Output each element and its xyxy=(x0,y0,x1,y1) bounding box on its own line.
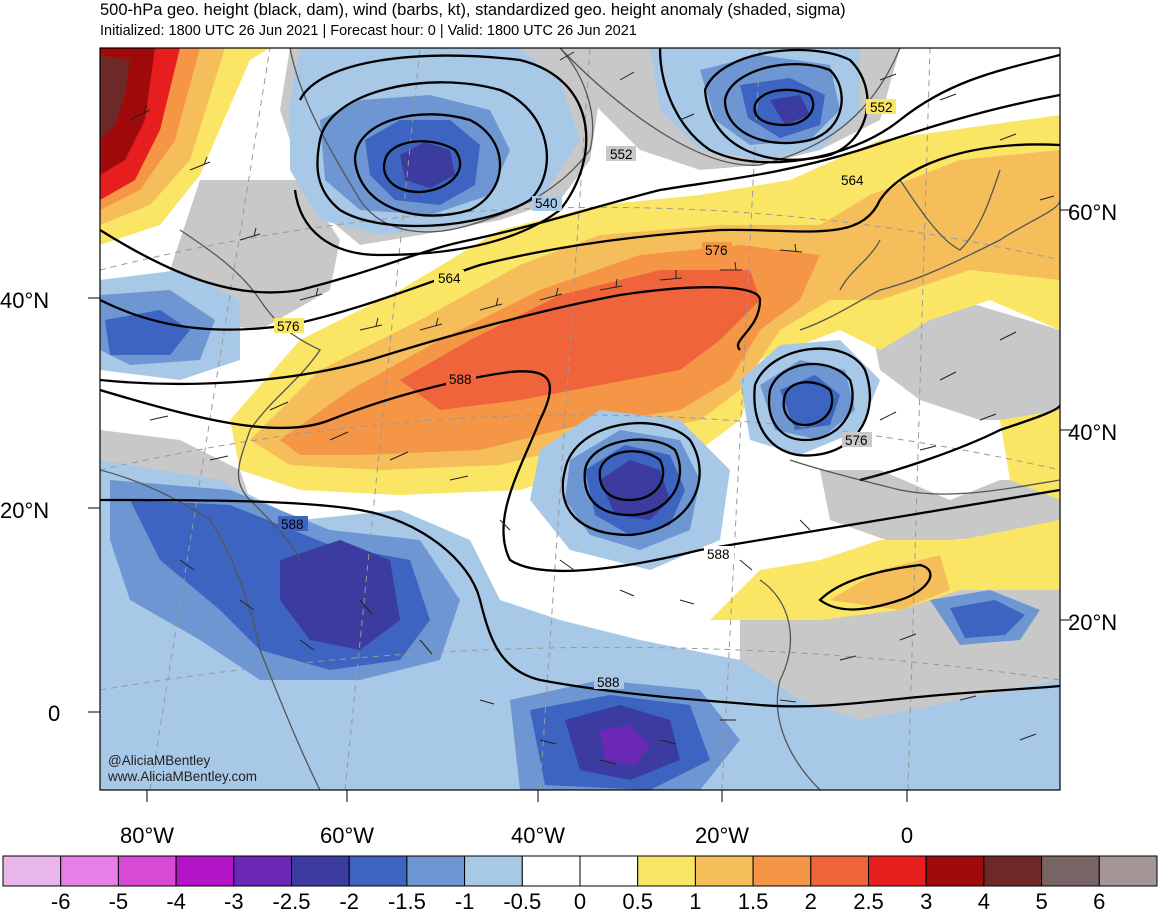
coastlines xyxy=(100,48,1060,790)
lon-label-20w: 20°W xyxy=(695,823,749,848)
colorbar-label: 1 xyxy=(689,889,701,912)
contour-label-564-b: 564 xyxy=(841,173,864,188)
colorbar-label: 6 xyxy=(1093,889,1105,912)
contour-label-588-b: 588 xyxy=(281,517,304,532)
lon-label-60w: 60°W xyxy=(320,823,374,848)
contour-label-540: 540 xyxy=(535,196,558,211)
colorbar-swatch xyxy=(694,855,754,887)
colorbar-label: -1.5 xyxy=(388,889,426,912)
contour-label-552-a: 552 xyxy=(610,147,633,162)
contour-label-588-a: 588 xyxy=(449,372,472,387)
lon-label-80w: 80°W xyxy=(120,823,174,848)
colorbar-swatch xyxy=(464,855,523,887)
colorbar-swatch xyxy=(60,855,119,887)
lat-label-40n-left: 40°N xyxy=(0,288,49,313)
contour-label-576-a: 576 xyxy=(277,319,300,334)
colorbar-swatch xyxy=(117,855,177,887)
colorbar-swatch xyxy=(579,855,639,887)
colorbar-swatch xyxy=(925,855,985,887)
colorbar-swatch xyxy=(233,855,293,887)
contour-label-588-d: 588 xyxy=(597,675,620,690)
map-border xyxy=(99,47,1061,791)
colorbar-swatch xyxy=(637,855,696,887)
lat-label-40n-right: 40°N xyxy=(1068,420,1117,445)
colorbar-swatch xyxy=(348,855,408,887)
lat-label-20n-right: 20°N xyxy=(1068,610,1117,635)
colorbar-swatch xyxy=(868,855,927,887)
contour-labels: 540 552 552 564 564 576 576 576 588 588 … xyxy=(274,99,896,690)
map-panel: 540 552 552 564 564 576 576 576 588 588 … xyxy=(100,48,1060,790)
contour-label-588-c: 588 xyxy=(707,547,730,562)
map-subtitle: Initialized: 1800 UTC 26 Jun 2021 | Fore… xyxy=(100,23,637,39)
colorbar-swatch xyxy=(752,855,812,887)
colorbar-label: 2.5 xyxy=(853,889,884,912)
colorbar-label: 5 xyxy=(1035,889,1047,912)
colorbar-swatch xyxy=(2,855,62,887)
axis-ticks xyxy=(88,209,1072,802)
colorbar-label: -1 xyxy=(455,889,475,912)
colorbar-label: 4 xyxy=(978,889,990,912)
colorbar-label: -4 xyxy=(166,889,186,912)
credit-handle: @AliciaMBentley xyxy=(108,753,210,768)
colorbar-label: -6 xyxy=(51,889,71,912)
colorbar-label: 2 xyxy=(805,889,817,912)
contour-label-552-b: 552 xyxy=(870,100,893,115)
colorbar-label: 3 xyxy=(920,889,932,912)
height-contours xyxy=(100,48,1060,708)
colorbar-swatch xyxy=(175,855,235,887)
colorbar-label: 0 xyxy=(574,889,586,912)
colorbar-swatch xyxy=(1098,855,1158,887)
colorbar-swatch xyxy=(291,855,350,887)
negative-anomaly-shading xyxy=(100,48,1060,790)
colorbar-label: -3 xyxy=(224,889,244,912)
positive-anomaly-shading xyxy=(100,48,1060,620)
colorbar-label: -0.5 xyxy=(503,889,541,912)
contour-label-564-a: 564 xyxy=(438,271,461,286)
colorbar: -6 -5 -4 -3 -2.5 -2 -1.5 -1 -0.5 0 0.5 1 1.5 2 2.5 3 4 5 6 xyxy=(2,855,1158,912)
colorbar-label: 1.5 xyxy=(738,889,769,912)
map-title: 500-hPa geo. height (black, dam), wind (… xyxy=(100,1,846,19)
lon-label-0: 0 xyxy=(901,823,913,848)
contour-label-576-b: 576 xyxy=(705,243,728,258)
lon-label-40w: 40°W xyxy=(511,823,565,848)
lat-label-60n-right: 60°N xyxy=(1068,200,1117,225)
colorbar-label: -5 xyxy=(109,889,129,912)
credit-website: www.AliciaMBentley.com xyxy=(107,769,257,784)
wind-barbs xyxy=(129,51,1055,765)
colorbar-label: -2 xyxy=(339,889,359,912)
lat-label-20n-left: 20°N xyxy=(0,498,49,523)
colorbar-swatch xyxy=(406,855,466,887)
colorbar-swatch xyxy=(521,855,581,887)
colorbar-label: 0.5 xyxy=(622,889,653,912)
contour-label-576-c: 576 xyxy=(845,433,868,448)
colorbar-swatch xyxy=(983,855,1043,887)
lat-label-0-left: 0 xyxy=(48,701,60,726)
colorbar-swatch xyxy=(810,855,869,887)
colorbar-swatch xyxy=(1041,855,1100,887)
colorbar-label: -2.5 xyxy=(273,889,311,912)
